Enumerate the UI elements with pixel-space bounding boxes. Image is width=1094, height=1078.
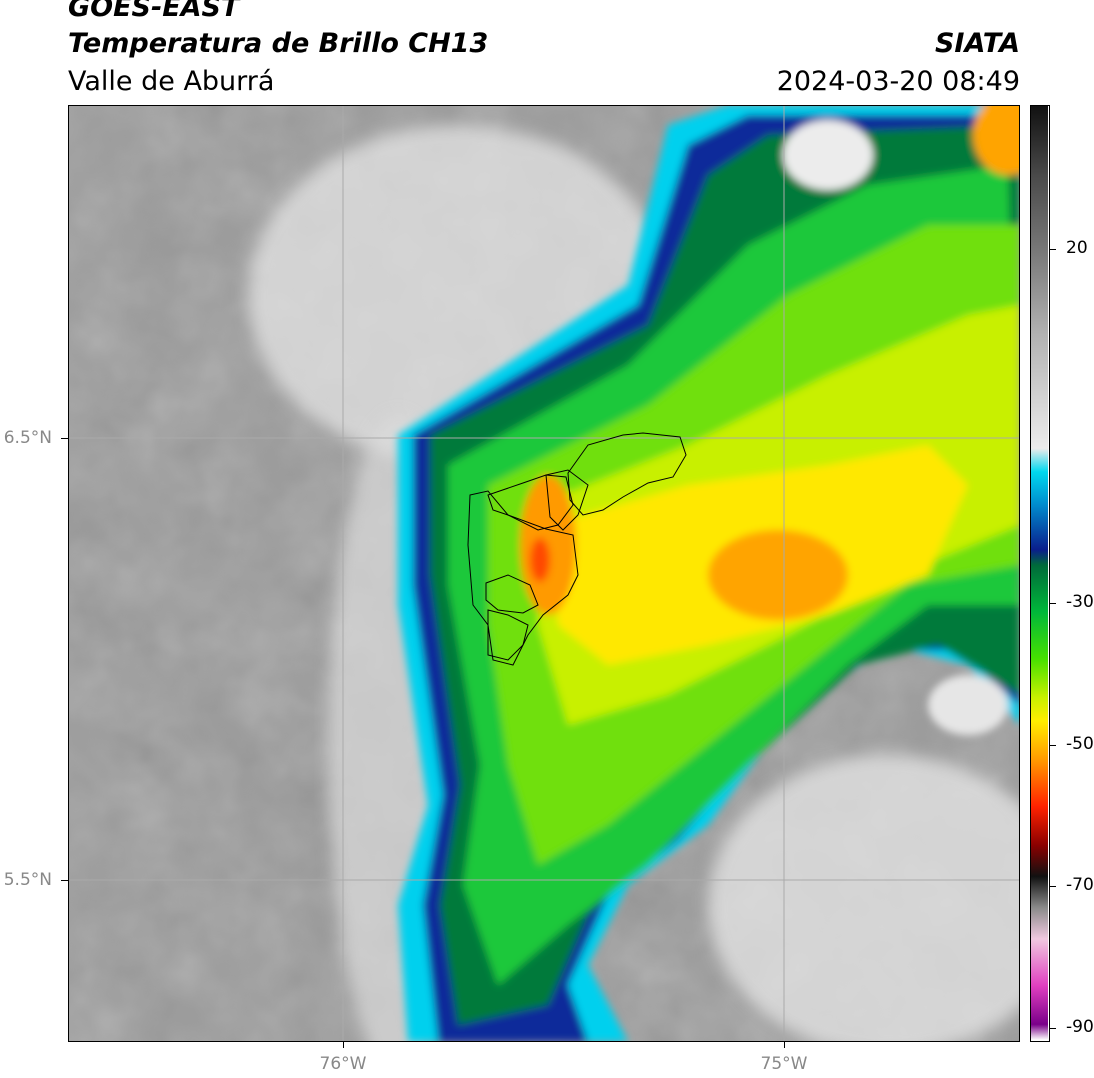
colorbar-tick-minus50 xyxy=(1050,745,1056,746)
colorbar-label-minus70: -70 xyxy=(1066,875,1094,895)
cloud-red-core xyxy=(530,538,550,582)
lat-label-5-5: 5.5°N xyxy=(3,870,52,890)
boundary-center xyxy=(545,469,589,531)
boundary-southwest xyxy=(485,574,539,614)
cloud-orange-core-center xyxy=(520,475,576,615)
lon-label-76: 76°W xyxy=(319,1054,367,1074)
colorbar-tick-20 xyxy=(1050,249,1056,250)
colorbar-label-minus90: -90 xyxy=(1066,1017,1094,1037)
colorbar-label-20: 20 xyxy=(1066,238,1088,258)
cloud-orange-core-northeast xyxy=(973,105,1020,175)
colorbar-label-minus50: -50 xyxy=(1066,734,1094,754)
municipal-boundaries xyxy=(467,432,687,666)
colorbar-tick-minus90 xyxy=(1050,1028,1056,1029)
boundary-south xyxy=(487,609,529,661)
timestamp-label: 2024-03-20 08:49 xyxy=(776,66,1020,97)
clear-patch-east xyxy=(928,675,1008,735)
lon-label-75: 75°W xyxy=(760,1054,808,1074)
cloud-orange-core-east xyxy=(708,530,848,620)
lon-tick-75 xyxy=(784,1042,785,1048)
colorbar-tick-minus70 xyxy=(1050,886,1056,887)
region-label: Valle de Aburrá xyxy=(68,66,275,97)
boundary-north xyxy=(567,432,687,516)
clear-patch-north xyxy=(783,120,873,190)
colorbar-tick-minus30 xyxy=(1050,603,1056,604)
colorbar-label-minus30: -30 xyxy=(1066,592,1094,612)
lat-label-6-5: 6.5°N xyxy=(3,428,52,448)
light-region-southeast xyxy=(708,755,1020,1042)
brightness-temperature-map xyxy=(68,105,1020,1042)
boundary-northwest xyxy=(487,474,574,531)
satellite-title: GOES-EAST xyxy=(68,0,240,23)
organization-label: SIATA xyxy=(934,28,1020,59)
lat-tick-5-5 xyxy=(61,880,68,881)
boundary-valley xyxy=(467,490,579,666)
temperature-colorbar xyxy=(1030,105,1050,1042)
product-title: Temperatura de Brillo CH13 xyxy=(68,28,489,59)
colorbar-gradient xyxy=(1031,106,1048,1040)
lon-tick-76 xyxy=(343,1042,344,1048)
lat-tick-6-5 xyxy=(61,438,68,439)
